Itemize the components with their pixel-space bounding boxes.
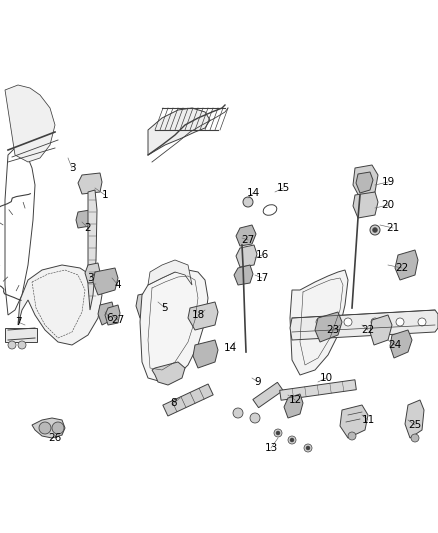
Polygon shape: [193, 340, 218, 368]
Circle shape: [8, 341, 16, 349]
Polygon shape: [163, 384, 213, 416]
Text: 8: 8: [171, 398, 177, 408]
Polygon shape: [88, 190, 97, 310]
Circle shape: [288, 436, 296, 444]
Text: 1: 1: [102, 190, 108, 200]
Circle shape: [304, 444, 312, 452]
Text: 11: 11: [361, 415, 374, 425]
Polygon shape: [290, 270, 348, 375]
Text: 22: 22: [396, 263, 409, 273]
Text: 6: 6: [107, 313, 113, 323]
Circle shape: [250, 413, 260, 423]
Text: 3: 3: [87, 273, 93, 283]
Polygon shape: [18, 265, 102, 345]
Text: 18: 18: [191, 310, 205, 320]
Polygon shape: [152, 362, 185, 385]
Circle shape: [371, 318, 379, 326]
Polygon shape: [353, 165, 378, 198]
Text: 5: 5: [162, 303, 168, 313]
Text: 9: 9: [254, 377, 261, 387]
Text: 22: 22: [361, 325, 374, 335]
Text: 16: 16: [255, 250, 268, 260]
Polygon shape: [395, 250, 418, 280]
Circle shape: [348, 432, 356, 440]
Polygon shape: [148, 260, 192, 285]
Text: 27: 27: [111, 315, 125, 325]
Polygon shape: [32, 418, 65, 438]
Polygon shape: [105, 305, 120, 325]
Text: 4: 4: [115, 280, 121, 290]
Polygon shape: [136, 292, 155, 318]
Polygon shape: [78, 173, 102, 194]
Circle shape: [276, 431, 280, 435]
Text: 13: 13: [265, 443, 278, 453]
Circle shape: [306, 446, 310, 450]
Circle shape: [52, 422, 64, 434]
Text: 15: 15: [276, 183, 290, 193]
Polygon shape: [140, 270, 208, 382]
Text: 25: 25: [408, 420, 422, 430]
Circle shape: [18, 341, 26, 349]
Text: 14: 14: [246, 188, 260, 198]
Polygon shape: [280, 379, 357, 400]
Text: 24: 24: [389, 340, 402, 350]
Text: 2: 2: [85, 223, 91, 233]
Polygon shape: [148, 108, 210, 155]
Polygon shape: [315, 312, 342, 342]
Polygon shape: [390, 330, 412, 358]
Polygon shape: [98, 302, 114, 325]
Text: 21: 21: [386, 223, 399, 233]
Polygon shape: [353, 192, 378, 218]
Circle shape: [372, 228, 378, 232]
Polygon shape: [405, 400, 424, 438]
Circle shape: [233, 408, 243, 418]
Circle shape: [39, 422, 51, 434]
Circle shape: [274, 429, 282, 437]
Circle shape: [411, 434, 419, 442]
Text: 23: 23: [326, 325, 339, 335]
Polygon shape: [290, 310, 438, 340]
Circle shape: [370, 225, 380, 235]
Circle shape: [418, 318, 426, 326]
Polygon shape: [5, 148, 35, 315]
Text: 12: 12: [288, 395, 302, 405]
Polygon shape: [5, 85, 55, 162]
Polygon shape: [76, 210, 92, 228]
Polygon shape: [370, 315, 392, 345]
Polygon shape: [234, 265, 253, 285]
Text: 14: 14: [223, 343, 237, 353]
Text: 3: 3: [69, 163, 75, 173]
Polygon shape: [356, 172, 373, 193]
Circle shape: [316, 318, 324, 326]
Circle shape: [396, 318, 404, 326]
Polygon shape: [284, 394, 303, 418]
Polygon shape: [188, 302, 218, 330]
Text: 7: 7: [15, 317, 21, 327]
Polygon shape: [236, 225, 256, 246]
Text: 27: 27: [241, 235, 254, 245]
Polygon shape: [253, 382, 283, 408]
Circle shape: [344, 318, 352, 326]
Circle shape: [243, 197, 253, 207]
Polygon shape: [236, 245, 257, 267]
Text: 26: 26: [48, 433, 62, 443]
FancyBboxPatch shape: [5, 328, 37, 342]
Polygon shape: [85, 263, 100, 283]
Text: 10: 10: [319, 373, 332, 383]
Circle shape: [290, 438, 294, 442]
Polygon shape: [340, 405, 368, 438]
Text: 17: 17: [255, 273, 268, 283]
Text: 19: 19: [381, 177, 395, 187]
Text: 20: 20: [381, 200, 395, 210]
Ellipse shape: [263, 205, 277, 215]
Polygon shape: [93, 268, 118, 295]
